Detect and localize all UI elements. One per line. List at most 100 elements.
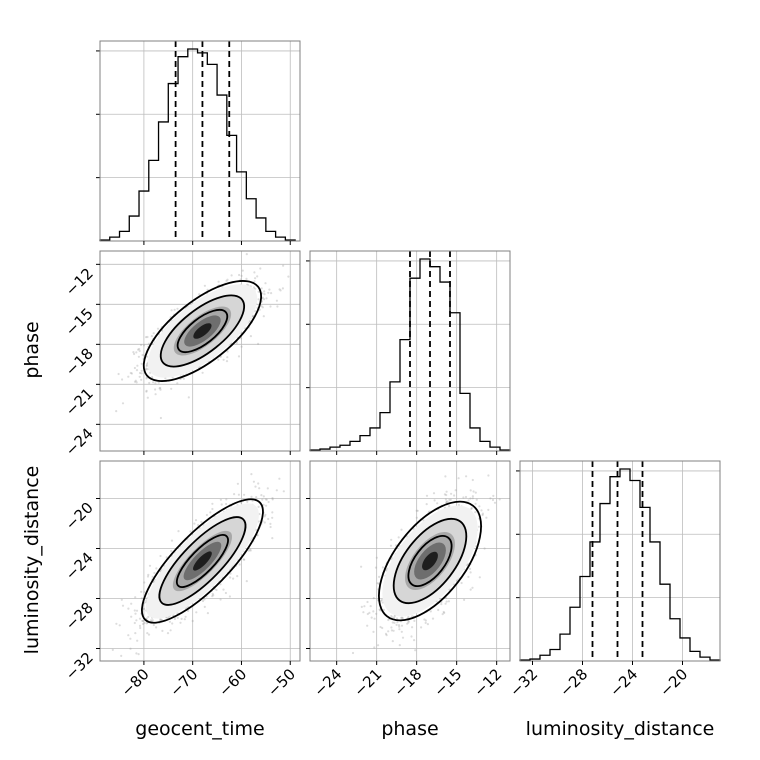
scatter-point bbox=[411, 626, 414, 629]
scatter-point bbox=[400, 616, 403, 619]
scatter-point bbox=[170, 387, 173, 390]
scatter-point bbox=[133, 621, 136, 625]
scatter-point bbox=[220, 503, 223, 506]
scatter-point bbox=[374, 566, 378, 569]
scatter-point bbox=[400, 630, 403, 633]
scatter-point bbox=[254, 485, 257, 488]
scatter-point bbox=[260, 305, 263, 308]
scatter-point bbox=[278, 288, 281, 291]
scatter-point bbox=[177, 530, 180, 533]
scatter-point bbox=[480, 509, 483, 512]
scatter-point bbox=[245, 580, 248, 583]
contour-line bbox=[159, 294, 246, 368]
scatter-point bbox=[467, 575, 470, 579]
scatter-point bbox=[134, 596, 137, 599]
scatter-point bbox=[279, 289, 282, 292]
scatter-point bbox=[138, 617, 142, 620]
scatter-point bbox=[121, 604, 125, 607]
scatter-point bbox=[390, 538, 393, 541]
scatter-point bbox=[491, 498, 495, 502]
scatter-point bbox=[264, 282, 267, 285]
scatter-point bbox=[136, 639, 139, 642]
scatter-point bbox=[477, 525, 481, 528]
scatter-point bbox=[373, 617, 376, 620]
scatter-point bbox=[387, 618, 390, 622]
scatter-point bbox=[400, 624, 404, 627]
scatter-point bbox=[415, 509, 418, 512]
scatter-point bbox=[201, 371, 204, 374]
scatter-point bbox=[111, 648, 114, 652]
scatter-point bbox=[147, 342, 150, 345]
scatter-point bbox=[209, 511, 212, 514]
scatter-point bbox=[142, 344, 146, 347]
scatter-point bbox=[281, 287, 284, 290]
scatter-point bbox=[396, 621, 399, 624]
scatter-point bbox=[241, 269, 244, 272]
scatter-point bbox=[450, 492, 453, 495]
scatter-point bbox=[463, 598, 466, 602]
scatter-point bbox=[140, 590, 143, 593]
scatter-point bbox=[258, 487, 261, 490]
scatter-point bbox=[416, 509, 419, 512]
scatter-point bbox=[183, 618, 186, 621]
scatter-point bbox=[483, 547, 486, 550]
scatter-point bbox=[206, 612, 209, 615]
scatter-point bbox=[245, 277, 248, 280]
scatter-point bbox=[225, 360, 229, 363]
scatter-point bbox=[395, 623, 398, 627]
scatter-point bbox=[132, 351, 135, 354]
scatter-point bbox=[250, 473, 253, 476]
scatter-point bbox=[226, 350, 229, 353]
scatter-point bbox=[401, 616, 404, 619]
scatter-point bbox=[246, 500, 249, 503]
scatter-point bbox=[228, 595, 231, 598]
hist-panel-bg-luminosity-distance bbox=[520, 461, 720, 661]
scatter-point bbox=[201, 599, 205, 603]
scatter-point bbox=[468, 567, 472, 571]
scatter-point bbox=[219, 498, 222, 501]
scatter-point bbox=[425, 494, 429, 497]
scatter-point bbox=[410, 635, 413, 638]
scatter-point bbox=[161, 629, 164, 633]
scatter-point bbox=[442, 610, 445, 614]
scatter-point bbox=[135, 351, 138, 354]
scatter-point bbox=[467, 499, 470, 502]
scatter-point bbox=[170, 309, 173, 312]
scatter-point bbox=[243, 558, 246, 561]
scatter-point bbox=[148, 381, 151, 385]
scatter-point bbox=[242, 558, 245, 561]
scatter-point bbox=[133, 380, 137, 383]
scatter-point bbox=[141, 353, 144, 357]
scatter-point bbox=[170, 549, 173, 553]
scatter-point bbox=[155, 567, 158, 570]
scatter-point bbox=[145, 390, 148, 393]
scatter-point bbox=[469, 489, 472, 492]
scatter-point bbox=[261, 306, 264, 309]
scatter-point bbox=[269, 305, 272, 308]
scatter-point bbox=[243, 493, 246, 496]
scatter-point bbox=[138, 375, 141, 378]
scatter-point bbox=[150, 335, 153, 338]
contour-line bbox=[142, 280, 263, 382]
scatter-point bbox=[372, 597, 375, 600]
scatter-point bbox=[151, 375, 154, 379]
scatter-panel-geocent-time-phase bbox=[99, 250, 301, 452]
scatter-point bbox=[385, 634, 388, 637]
scatter-point bbox=[397, 536, 400, 539]
scatter-point bbox=[471, 586, 474, 589]
scatter-point bbox=[165, 556, 168, 559]
scatter-point bbox=[238, 563, 241, 566]
scatter-point bbox=[138, 347, 141, 351]
scatter-point bbox=[351, 651, 355, 655]
scatter-point bbox=[235, 341, 238, 344]
scatter-point bbox=[436, 502, 439, 505]
scatter-point bbox=[171, 376, 174, 379]
scatter-point bbox=[257, 505, 260, 508]
scatter-point bbox=[253, 280, 256, 283]
scatter-panel-geocent-time-luminosity-distance bbox=[99, 460, 301, 662]
scatter-point bbox=[167, 615, 171, 619]
scatter-point bbox=[142, 619, 145, 623]
scatter-point bbox=[152, 332, 155, 335]
scatter-point bbox=[224, 591, 227, 595]
